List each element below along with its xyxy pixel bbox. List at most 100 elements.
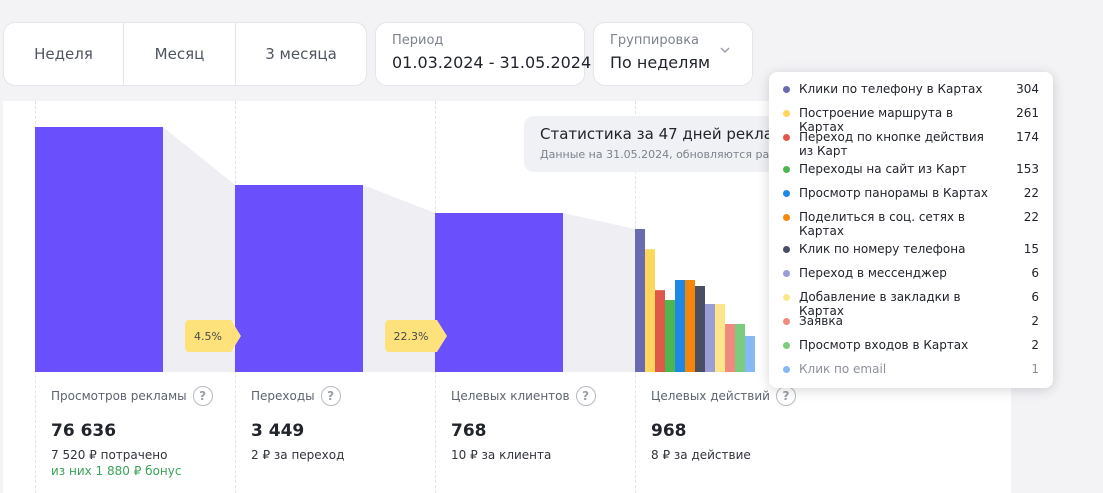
stats-notice-title: Статистика за 47 дней рекламы <box>540 125 797 143</box>
legend-value: 2 <box>1031 338 1039 352</box>
period-3-months-button[interactable]: 3 месяца <box>265 45 337 63</box>
action-bar <box>695 286 705 372</box>
period-date-field[interactable]: Период 01.03.2024 - 31.05.2024 <box>375 22 592 86</box>
legend-label: Добавление в закладки в Картах <box>799 290 961 318</box>
legend-label: Заявка <box>799 314 843 328</box>
metric-value: 3 449 <box>251 421 305 441</box>
metric-value: 768 <box>451 421 487 441</box>
action-bar <box>715 304 725 372</box>
help-icon[interactable]: ? <box>575 386 596 406</box>
legend-label: Поделиться в соц. сетях в Картах <box>799 210 966 238</box>
legend-label: Переходы на сайт из Карт <box>799 162 967 176</box>
grouping-field-label: Группировка <box>610 33 700 48</box>
legend-dot-icon <box>783 190 790 197</box>
period-field-value: 01.03.2024 - 31.05.2024 <box>392 53 592 72</box>
legend-value: 261 <box>1016 106 1039 120</box>
grouping-field-value: По неделям <box>610 53 711 72</box>
action-bar <box>735 324 745 372</box>
period-switcher: Неделя Месяц 3 месяца <box>3 22 367 86</box>
legend-item: Клики по телефону в Картах 304 <box>783 78 1039 102</box>
action-bar <box>675 280 685 372</box>
help-icon[interactable]: ? <box>320 386 341 406</box>
funnel-connector <box>563 213 635 372</box>
legend-value: 22 <box>1023 186 1039 200</box>
action-bar <box>745 336 755 372</box>
legend-item: Добавление в закладки в Картах 6 <box>783 286 1039 318</box>
legend-item: Переход по кнопке действия из Карт 174 <box>783 126 1039 158</box>
period-month-button[interactable]: Месяц <box>124 23 236 85</box>
legend-dot-icon <box>783 270 790 277</box>
legend-label: Клики по телефону в Картах <box>799 82 983 96</box>
legend-dot-icon <box>783 318 790 325</box>
legend-item: Переход в мессенджер 6 <box>783 262 1039 286</box>
legend-dot-icon <box>783 86 790 93</box>
metric-target-clients: Целевых клиентов? 768 10 ₽ за клиента <box>451 386 641 462</box>
metric-label: Переходы <box>251 389 315 403</box>
metric-label: Целевых действий <box>651 389 770 403</box>
legend-label: Построение маршрута в Картах <box>799 106 954 134</box>
legend-value: 304 <box>1016 82 1039 96</box>
help-icon[interactable]: ? <box>192 386 213 406</box>
legend-item: Клик по email 1 <box>783 358 1039 382</box>
metric-sub: 2 ₽ за переход <box>251 448 345 462</box>
legend-value: 1 <box>1031 362 1039 376</box>
funnel-chart <box>35 127 755 372</box>
funnel-connector <box>163 127 235 372</box>
legend-item: Просмотр входов в Картах 2 <box>783 334 1039 358</box>
conversion-badge: 22.3% <box>385 320 447 352</box>
metric-value: 76 636 <box>51 421 117 441</box>
metric-sub: 10 ₽ за клиента <box>451 448 552 462</box>
conversion-badge: 4.5% <box>185 320 241 352</box>
metric-bonus: из них 1 880 ₽ бонус <box>51 464 182 478</box>
metric-sub: 7 520 ₽ потрачено <box>51 448 168 462</box>
funnel-bar <box>235 185 363 372</box>
legend-dot-icon <box>783 342 790 349</box>
help-icon[interactable]: ? <box>775 386 796 406</box>
legend-dot-icon <box>783 246 790 253</box>
metric-label: Просмотров рекламы <box>51 389 187 403</box>
legend-value: 22 <box>1023 210 1039 224</box>
legend-label: Клик по email <box>799 362 887 376</box>
legend-dot-icon <box>783 294 790 301</box>
legend-label: Переход в мессенджер <box>799 266 947 280</box>
legend-item: Построение маршрута в Картах 261 <box>783 102 1039 134</box>
legend-label: Просмотр входов в Картах <box>799 338 969 352</box>
metric-label: Целевых клиентов <box>451 389 570 403</box>
metric-target-actions: Целевых действий? 968 8 ₽ за действие <box>651 386 841 462</box>
action-bar <box>665 300 675 372</box>
actions-legend-popup: Клики по телефону в Картах 304 Построение … <box>769 72 1053 388</box>
funnel-bar <box>35 127 163 372</box>
stats-notice-subtitle: Данные на 31.05.2024, обновляются раз в … <box>540 148 822 161</box>
legend-label: Переход по кнопке действия из Карт <box>799 130 984 158</box>
legend-dot-icon <box>783 166 790 173</box>
legend-value: 6 <box>1031 290 1039 304</box>
legend-item: Клик по номеру телефона 15 <box>783 238 1039 262</box>
action-bar <box>645 249 655 372</box>
legend-value: 174 <box>1016 130 1039 144</box>
legend-value: 15 <box>1023 242 1039 256</box>
legend-label: Просмотр панорамы в Картах <box>799 186 988 200</box>
action-bar <box>655 290 665 372</box>
funnel-bar <box>435 213 563 372</box>
legend-value: 2 <box>1031 314 1039 328</box>
action-bar <box>705 304 715 372</box>
action-bar <box>635 229 645 372</box>
legend-item: Переходы на сайт из Карт 153 <box>783 158 1039 182</box>
period-week-button[interactable]: Неделя <box>4 23 124 85</box>
grouping-select[interactable]: Группировка По неделям <box>593 22 753 86</box>
legend-dot-icon <box>783 366 790 373</box>
legend-dot-icon <box>783 214 790 221</box>
period-field-label: Период <box>392 33 444 48</box>
legend-dot-icon <box>783 134 790 141</box>
legend-label: Клик по номеру телефона <box>799 242 966 256</box>
legend-item: Просмотр панорамы в Картах 22 <box>783 182 1039 206</box>
legend-value: 6 <box>1031 266 1039 280</box>
legend-dot-icon <box>783 110 790 117</box>
legend-item: Поделиться в соц. сетях в Картах 22 <box>783 206 1039 238</box>
chevron-down-icon <box>720 47 730 54</box>
action-bar <box>685 280 695 372</box>
metric-sub: 8 ₽ за действие <box>651 448 751 462</box>
metric-ad-views: Просмотров рекламы? 76 636 7 520 ₽ потра… <box>51 386 241 478</box>
metric-clicks: Переходы? 3 449 2 ₽ за переход <box>251 386 441 462</box>
action-bar <box>725 324 735 372</box>
